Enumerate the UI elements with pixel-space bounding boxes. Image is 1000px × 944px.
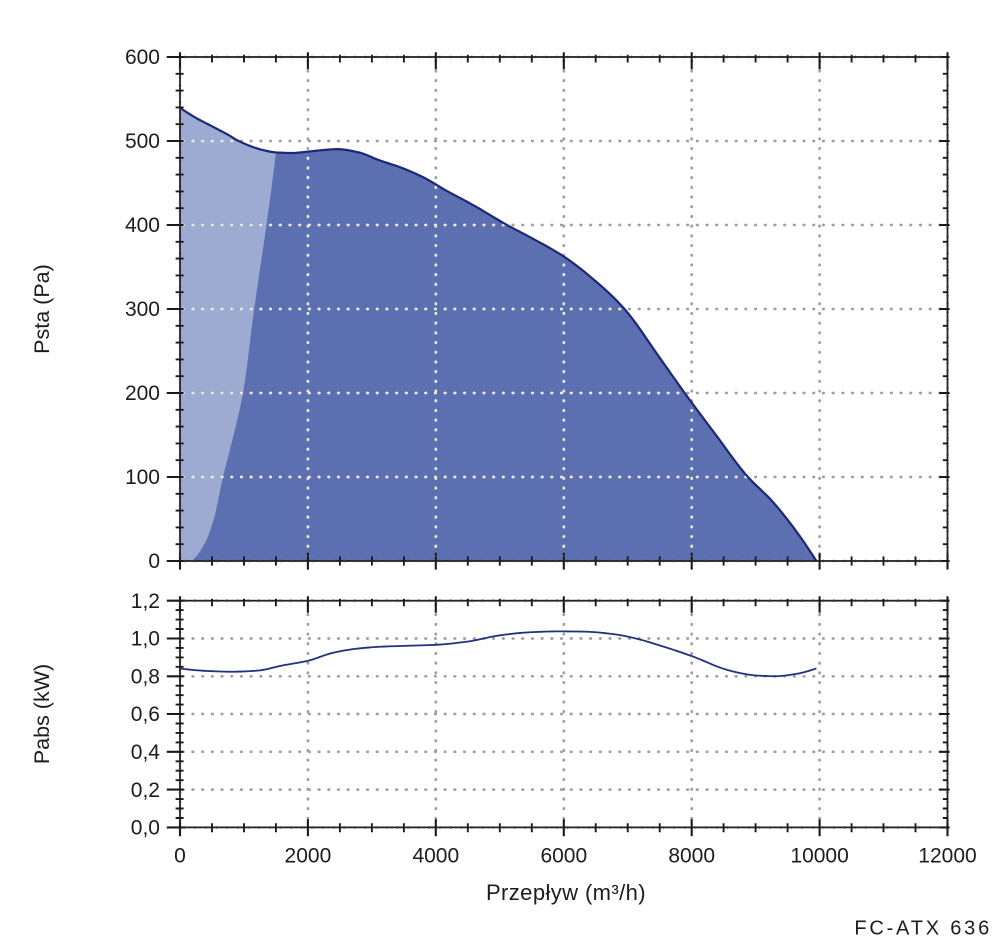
svg-text:0: 0 xyxy=(174,845,186,868)
svg-text:1,0: 1,0 xyxy=(131,628,160,651)
svg-text:0,8: 0,8 xyxy=(131,666,160,689)
svg-text:0: 0 xyxy=(148,550,160,573)
svg-text:200: 200 xyxy=(125,382,160,405)
svg-text:100: 100 xyxy=(125,466,160,489)
svg-text:2000: 2000 xyxy=(285,845,332,868)
svg-text:6000: 6000 xyxy=(540,845,587,868)
svg-text:600: 600 xyxy=(125,46,160,69)
svg-text:0,0: 0,0 xyxy=(131,817,160,840)
svg-text:300: 300 xyxy=(125,298,160,321)
svg-text:FC-ATX 636: FC-ATX 636 xyxy=(854,918,992,940)
svg-text:10000: 10000 xyxy=(790,845,848,868)
svg-text:1,2: 1,2 xyxy=(131,590,160,613)
svg-text:Pabs (kW): Pabs (kW) xyxy=(30,664,54,764)
svg-text:0,4: 0,4 xyxy=(131,741,161,764)
svg-text:500: 500 xyxy=(125,130,160,153)
svg-text:0,6: 0,6 xyxy=(131,703,160,726)
svg-text:0,2: 0,2 xyxy=(131,779,160,802)
svg-text:Przepływ (m³/h): Przepływ (m³/h) xyxy=(486,880,646,905)
svg-text:4000: 4000 xyxy=(412,845,459,868)
svg-text:8000: 8000 xyxy=(668,845,715,868)
svg-text:400: 400 xyxy=(125,214,160,237)
svg-text:Psta (Pa): Psta (Pa) xyxy=(30,264,54,354)
svg-text:12000: 12000 xyxy=(918,845,976,868)
